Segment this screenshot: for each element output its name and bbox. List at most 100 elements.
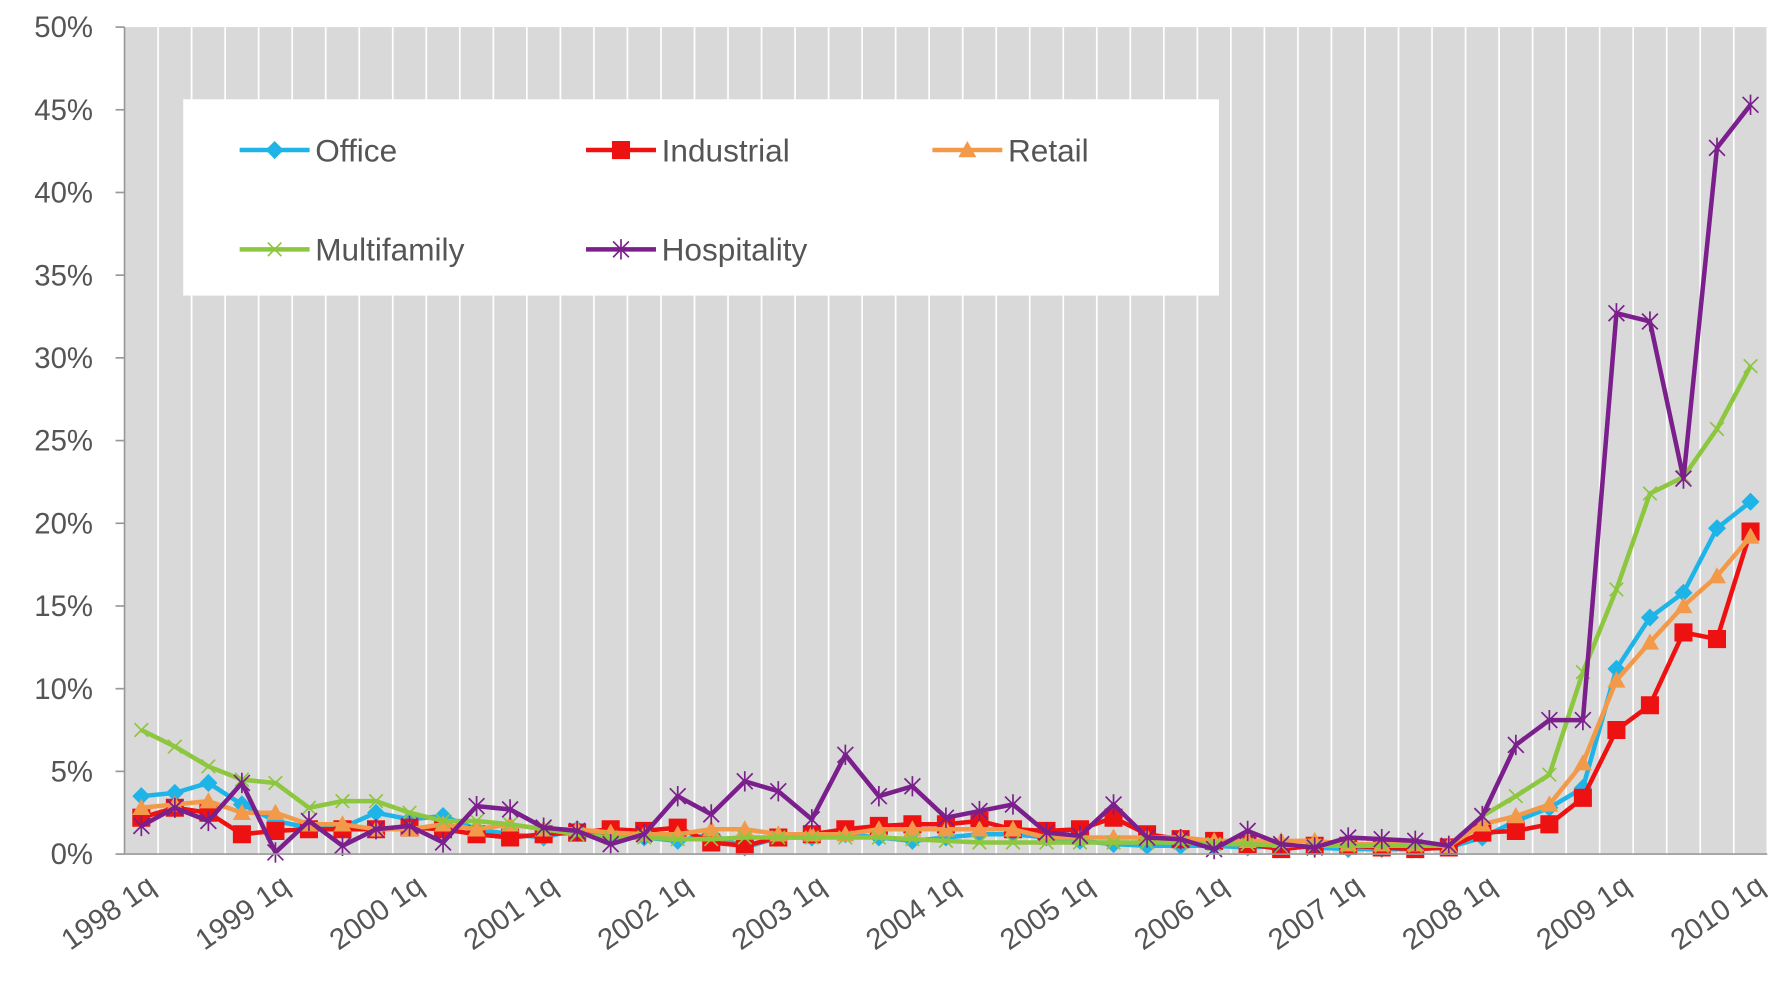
- marker: [635, 824, 653, 845]
- marker: [1607, 303, 1625, 324]
- marker: [1741, 527, 1760, 544]
- marker: [1707, 567, 1727, 584]
- legend-label: Industrial: [662, 132, 790, 168]
- marker: [1239, 820, 1257, 842]
- marker: [1373, 829, 1391, 850]
- marker: [1674, 623, 1693, 642]
- marker: [1707, 519, 1727, 538]
- marker: [435, 813, 451, 829]
- x-tick-label: 2000 1q: [324, 869, 430, 957]
- marker: [1473, 805, 1491, 827]
- marker: [401, 815, 419, 837]
- marker: [335, 793, 350, 809]
- marker: [568, 820, 586, 842]
- marker: [958, 141, 977, 158]
- legend-label: Retail: [1008, 132, 1089, 168]
- marker: [611, 141, 631, 160]
- marker: [970, 820, 989, 837]
- marker: [1540, 795, 1559, 812]
- marker: [1640, 608, 1659, 627]
- marker: [535, 817, 553, 838]
- marker: [232, 803, 251, 820]
- marker: [1641, 311, 1659, 332]
- marker: [468, 795, 486, 817]
- marker: [199, 773, 218, 792]
- marker: [1406, 830, 1424, 851]
- marker: [1240, 836, 1256, 852]
- marker: [836, 744, 854, 765]
- marker: [267, 241, 282, 257]
- y-tick-label: 45%: [34, 94, 93, 127]
- marker: [1674, 583, 1693, 602]
- marker: [434, 832, 452, 853]
- marker: [167, 739, 183, 754]
- marker: [1071, 825, 1089, 847]
- marker: [602, 833, 620, 855]
- marker: [670, 831, 686, 847]
- marker: [870, 786, 888, 807]
- marker: [1005, 835, 1021, 850]
- marker: [970, 800, 988, 822]
- marker: [1106, 835, 1121, 850]
- marker: [233, 772, 251, 794]
- marker: [232, 825, 251, 844]
- y-tick-label: 10%: [34, 673, 93, 706]
- marker: [1607, 671, 1626, 688]
- marker: [1573, 788, 1592, 807]
- marker: [905, 831, 920, 847]
- marker: [501, 799, 519, 820]
- marker: [132, 787, 151, 806]
- x-tick-label: 1998 1q: [55, 869, 161, 957]
- series-layer: [132, 94, 1760, 863]
- marker: [1607, 720, 1626, 740]
- y-tick-label: 25%: [34, 425, 93, 458]
- marker: [133, 722, 149, 738]
- marker: [1540, 709, 1558, 731]
- marker: [1574, 709, 1592, 731]
- marker: [1105, 794, 1123, 815]
- y-tick-label: 0%: [51, 838, 93, 871]
- marker: [669, 786, 687, 807]
- marker: [1138, 827, 1156, 848]
- y-tick-label: 5%: [51, 756, 93, 789]
- marker: [1540, 815, 1559, 834]
- marker: [265, 141, 284, 160]
- marker: [266, 803, 285, 820]
- marker: [1741, 492, 1760, 511]
- x-tick-label: 2008 1q: [1396, 869, 1502, 957]
- x-tick-label: 1999 1q: [189, 869, 295, 957]
- x-tick-label: 2007 1q: [1262, 869, 1368, 957]
- marker: [266, 821, 285, 840]
- marker: [1743, 358, 1758, 374]
- marker: [1609, 582, 1624, 597]
- marker: [1573, 754, 1592, 771]
- marker: [1004, 794, 1022, 815]
- marker: [368, 793, 384, 809]
- marker: [1339, 827, 1357, 848]
- x-tick-label: 2003 1q: [726, 869, 832, 957]
- marker: [333, 835, 351, 856]
- marker: [502, 816, 518, 832]
- marker: [501, 828, 520, 847]
- marker: [1440, 835, 1458, 856]
- x-tick-label: 2006 1q: [1128, 869, 1234, 957]
- marker: [837, 830, 853, 845]
- marker: [1640, 696, 1659, 715]
- marker: [702, 804, 720, 825]
- marker: [1542, 767, 1557, 783]
- marker: [1708, 137, 1726, 158]
- y-tick-label: 30%: [34, 342, 93, 375]
- x-tick-label: 2004 1q: [860, 869, 966, 957]
- legend-label: Multifamily: [315, 232, 464, 268]
- marker: [1508, 788, 1524, 804]
- marker: [1742, 94, 1760, 115]
- legend-label: Hospitality: [662, 232, 808, 268]
- marker: [770, 830, 786, 845]
- marker: [1709, 421, 1725, 437]
- marker: [769, 781, 787, 802]
- x-tick-label: 2005 1q: [994, 869, 1100, 957]
- marker: [301, 800, 317, 816]
- marker: [1674, 596, 1693, 614]
- marker: [803, 809, 821, 830]
